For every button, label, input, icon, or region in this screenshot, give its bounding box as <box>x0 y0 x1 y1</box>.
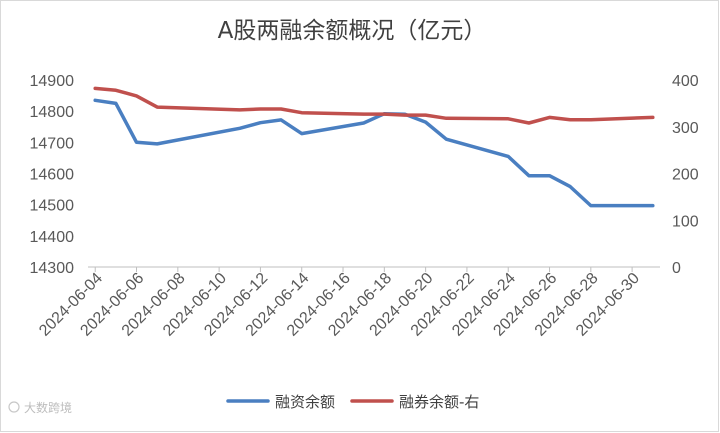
chart-title: A股两融余额概况（亿元） <box>218 18 487 44</box>
legend-label-2: 融券余额-右 <box>399 393 479 411</box>
y-right-tick-label: 100 <box>672 213 699 230</box>
y-left-tick-label: 14700 <box>30 135 75 152</box>
y-left-tick-label: 14500 <box>30 198 75 215</box>
watermark-text: 大数跨境 <box>24 400 72 415</box>
y-left-tick-label: 14600 <box>30 167 75 184</box>
y-right-tick-label: 0 <box>672 260 681 277</box>
y-left-tick-label: 14400 <box>30 229 75 246</box>
legend-label-1: 融资余额 <box>275 393 335 411</box>
y-right-tick-label: 300 <box>672 120 699 137</box>
y-left-tick-label: 14800 <box>30 104 75 121</box>
y-right-tick-label: 200 <box>672 167 699 184</box>
y-right-tick-label: 400 <box>672 73 699 90</box>
series-line-2 <box>93 86 655 125</box>
watermark: 大数跨境 <box>8 400 72 415</box>
watermark-logo-icon <box>8 401 20 413</box>
y-left-tick-label: 14900 <box>30 73 75 90</box>
y-left-tick-label: 14300 <box>30 260 75 277</box>
